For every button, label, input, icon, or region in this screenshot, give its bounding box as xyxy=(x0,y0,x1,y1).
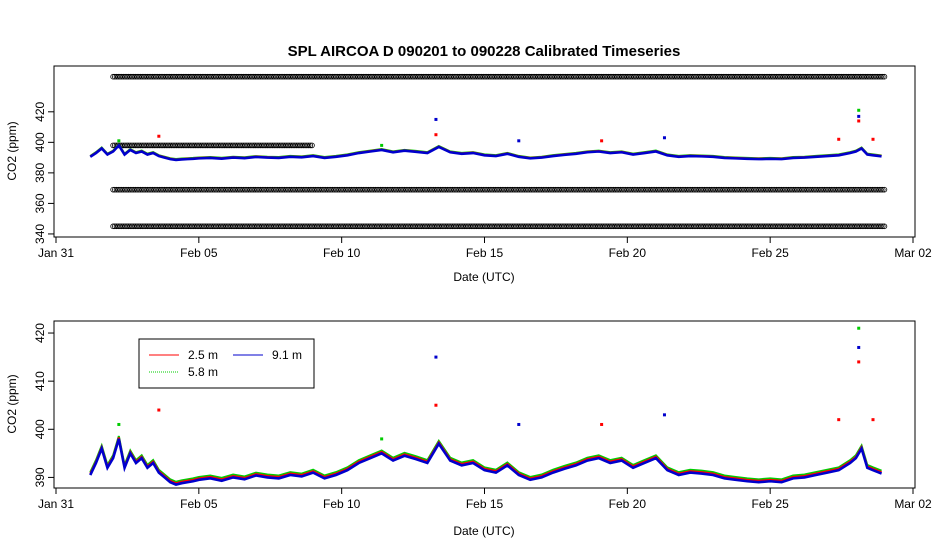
bottom-panel: Jan 31 Feb 05 Feb 10 Feb 15 Feb 20 Feb 25 Mar … xyxy=(5,320,932,538)
bottom-spike-point xyxy=(662,413,666,417)
bottom-x-tick-label: Feb 25 xyxy=(751,497,789,511)
bottom-x-tick-label: Feb 15 xyxy=(466,497,504,511)
top-series-9-1m xyxy=(89,143,882,162)
top-panel: SPL AIRCOA D 090201 to 090228 Calibrated… xyxy=(5,43,932,284)
top-spike-point xyxy=(380,143,384,147)
top-spike-point xyxy=(434,117,438,121)
reference-point xyxy=(305,142,312,149)
top-spike-point xyxy=(434,133,438,137)
top-y-axis-label: CO2 (ppm) xyxy=(5,121,19,180)
top-spike-point xyxy=(871,137,875,141)
top-y-axis: 340 360 380 400 420 xyxy=(33,101,54,244)
bottom-series-5-8m xyxy=(89,435,882,483)
top-plot-frame xyxy=(53,65,916,238)
top-x-tick-label: Feb 15 xyxy=(466,246,504,260)
top-spike-point xyxy=(857,114,861,118)
top-spike-point xyxy=(857,108,861,112)
bottom-x-axis: Jan 31 Feb 05 Feb 10 Feb 15 Feb 20 Feb 25 Mar … xyxy=(38,488,932,511)
bottom-spike-point xyxy=(600,422,604,426)
top-spike-point xyxy=(837,137,841,141)
bottom-spike-point xyxy=(857,326,861,330)
top-x-tick-label: Mar 02 xyxy=(894,246,932,260)
bottom-spike-point xyxy=(857,345,861,349)
top-x-axis-label: Date (UTC) xyxy=(453,270,514,284)
legend-box xyxy=(138,338,315,389)
reference-point xyxy=(881,223,888,230)
top-reference-points xyxy=(110,73,888,230)
bottom-x-tick-label: Feb 10 xyxy=(323,497,361,511)
bottom-spike-point xyxy=(157,408,161,412)
bottom-y-axis-label: CO2 (ppm) xyxy=(5,374,19,433)
top-x-axis: Jan 31 Feb 05 Feb 10 Feb 15 Feb 20 Feb 25 Mar … xyxy=(38,237,932,260)
bottom-spike-point xyxy=(837,418,841,422)
bottom-spike-point xyxy=(434,355,438,359)
reference-point xyxy=(879,186,886,193)
reference-point xyxy=(881,186,888,193)
reference-point xyxy=(879,73,886,80)
reference-point xyxy=(878,186,884,193)
top-x-tick-label: Feb 05 xyxy=(180,246,218,260)
top-data-series xyxy=(89,108,882,162)
legend-label-2-5m: 2.5 m xyxy=(188,348,218,362)
reference-point xyxy=(878,73,884,80)
top-spike-point xyxy=(117,139,121,143)
top-y-tick-label: 420 xyxy=(33,101,47,121)
bottom-y-tick-label: 420 xyxy=(33,323,47,343)
bottom-spike-point xyxy=(871,418,875,422)
reference-point xyxy=(879,223,886,230)
bottom-data-series xyxy=(89,326,883,486)
bottom-y-tick-label: 400 xyxy=(33,419,47,439)
top-y-tick-label: 360 xyxy=(33,193,47,213)
top-spike-point xyxy=(600,139,604,143)
top-x-tick-label: Feb 25 xyxy=(751,246,789,260)
reference-point xyxy=(309,142,315,149)
top-spike-point xyxy=(662,136,666,140)
bottom-y-tick-label: 410 xyxy=(33,371,47,391)
bottom-x-tick-label: Feb 20 xyxy=(609,497,647,511)
bottom-spike-point xyxy=(857,360,861,364)
bottom-series-9-1m xyxy=(89,438,883,486)
bottom-series-2-5m xyxy=(89,437,882,485)
bottom-x-tick-label: Mar 02 xyxy=(894,497,932,511)
legend-label-5-8m: 5.8 m xyxy=(188,365,218,379)
legend-label-9-1m: 9.1 m xyxy=(272,348,302,362)
top-x-tick-label: Jan 31 xyxy=(38,246,74,260)
top-y-tick-label: 400 xyxy=(33,132,47,152)
top-y-tick-label: 380 xyxy=(33,163,47,183)
bottom-spike-point xyxy=(117,422,121,426)
chart-title: SPL AIRCOA D 090201 to 090228 Calibrated… xyxy=(288,43,681,60)
top-x-tick-label: Feb 10 xyxy=(323,246,361,260)
bottom-x-tick-label: Jan 31 xyxy=(38,497,74,511)
top-spike-point xyxy=(157,134,161,138)
top-x-tick-label: Feb 20 xyxy=(609,246,647,260)
bottom-spike-point xyxy=(517,422,521,426)
reference-point xyxy=(878,223,884,230)
top-y-tick-label: 340 xyxy=(33,224,47,244)
bottom-x-tick-label: Feb 05 xyxy=(180,497,218,511)
bottom-x-axis-label: Date (UTC) xyxy=(453,524,514,538)
top-spike-point xyxy=(517,139,521,143)
bottom-y-axis: 390 400 410 420 xyxy=(33,323,54,487)
legend: 2.5 m 5.8 m 9.1 m xyxy=(138,338,315,389)
reference-point xyxy=(307,142,314,149)
bottom-spike-point xyxy=(380,437,384,441)
bottom-y-tick-label: 390 xyxy=(33,467,47,487)
bottom-spike-point xyxy=(434,403,438,407)
reference-point xyxy=(881,73,888,80)
top-spike-point xyxy=(857,119,861,123)
